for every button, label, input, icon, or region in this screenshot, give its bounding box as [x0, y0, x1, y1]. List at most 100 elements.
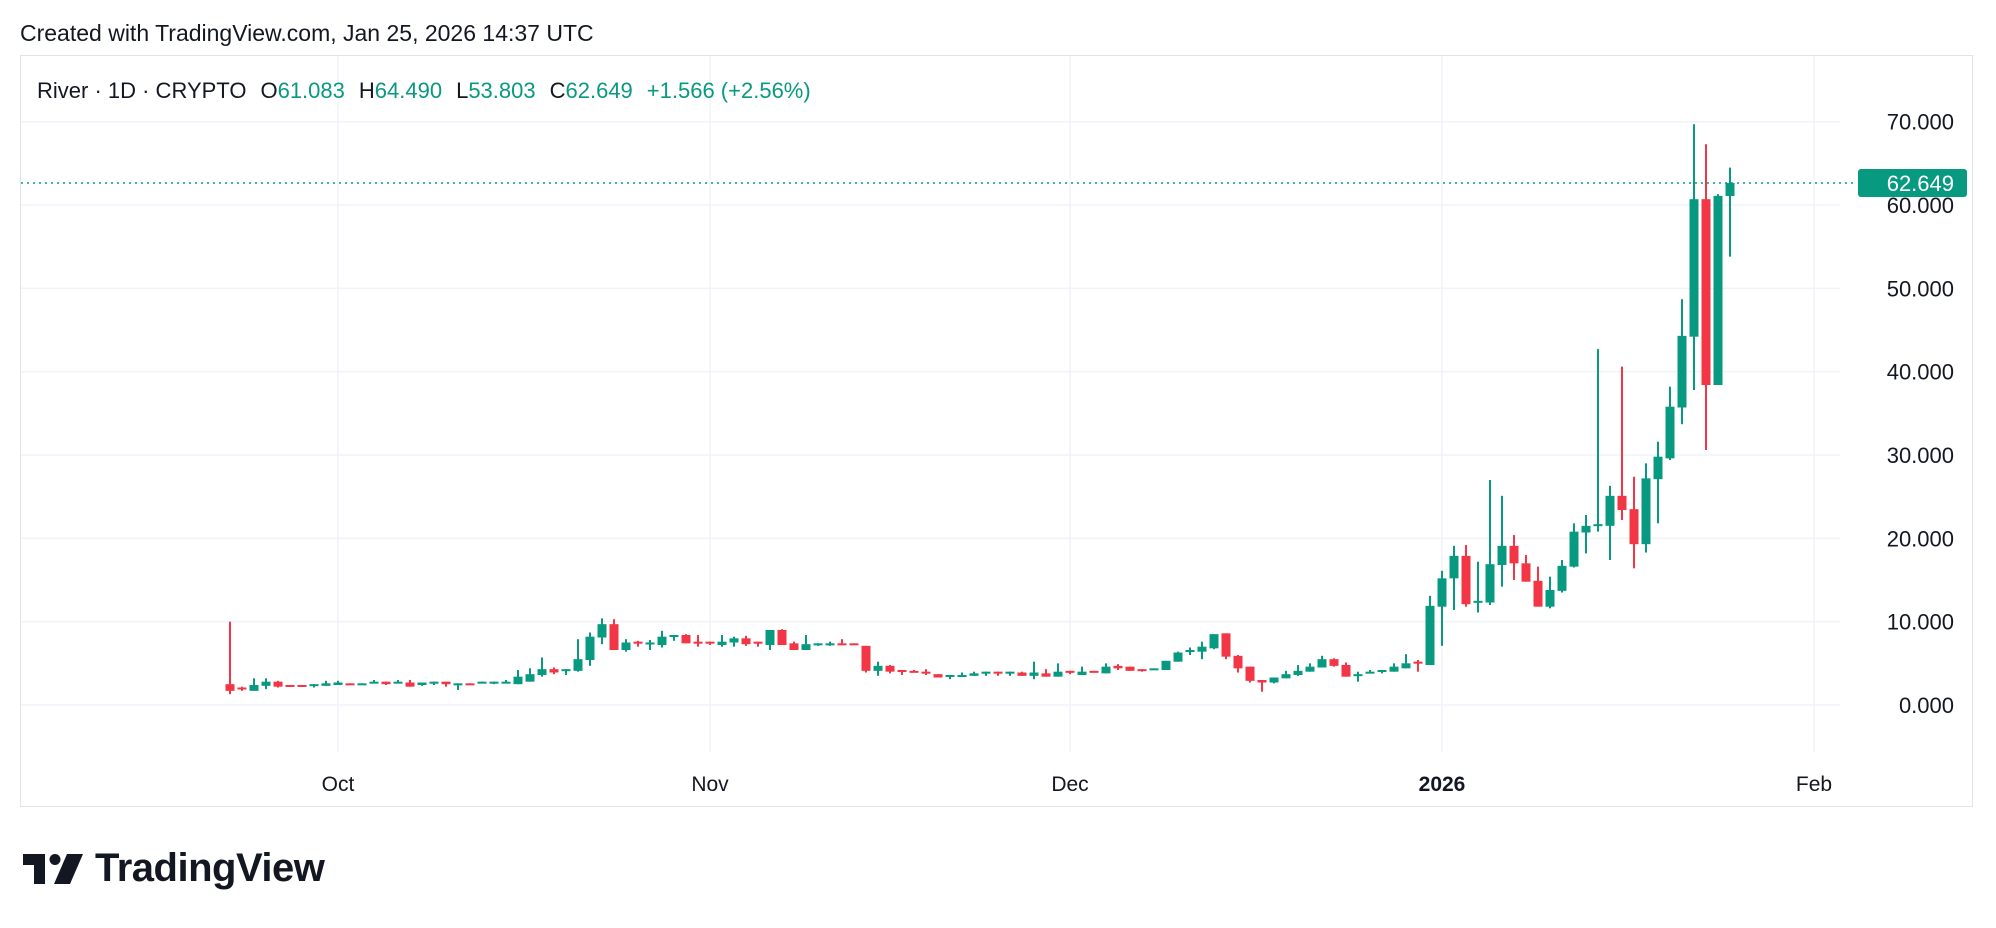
candle-up: [489, 681, 499, 685]
candle-body: [1221, 633, 1231, 657]
candle-body: [669, 635, 679, 638]
candle-up: [1377, 670, 1387, 674]
candle-body: [1281, 674, 1291, 679]
candle-down: [405, 680, 415, 687]
candle-body: [357, 683, 367, 686]
candle-body: [1029, 672, 1039, 676]
candle-down: [933, 674, 943, 678]
candle-up: [261, 678, 271, 690]
candle-up: [477, 681, 487, 684]
candle-up: [1317, 655, 1327, 668]
last-price-badge: [1858, 168, 1967, 197]
candle-down: [1509, 535, 1519, 581]
candle-up: [249, 678, 259, 691]
candle-up: [873, 661, 883, 676]
candle-down: [1617, 366, 1627, 521]
candle-body: [441, 681, 451, 685]
candle-up: [1593, 349, 1603, 532]
price-axis: 0.000 10.000 20.000 30.000 40.000 50.000 60.00…: [1887, 110, 1954, 718]
candle-up: [1149, 668, 1159, 671]
candle-down: [273, 680, 283, 688]
ohlc-legend: River · 1D · CRYPTO O61.083 H64.490 L53.803…: [37, 78, 825, 104]
candle-up: [1713, 194, 1723, 386]
candle-body: [933, 674, 943, 678]
candle-body: [369, 681, 379, 684]
candle-up: [1653, 441, 1663, 524]
high-label: H: [358, 78, 375, 103]
candle-body: [1389, 666, 1399, 672]
candle-up: [561, 669, 571, 676]
candle-body: [1473, 600, 1483, 603]
candle-body: [477, 681, 487, 684]
candle-body: [1665, 406, 1675, 459]
candle-down: [837, 639, 847, 646]
candle-down: [1233, 655, 1243, 673]
candle-body: [1329, 659, 1339, 666]
change-value: +1.566 (+2.56%): [646, 78, 811, 103]
low-value: 53.803: [468, 78, 536, 103]
candle-up: [1209, 634, 1219, 650]
candle-up: [1437, 570, 1447, 646]
candle-body: [609, 624, 619, 651]
candle-body: [1269, 677, 1279, 683]
candle-up: [537, 657, 547, 677]
candle-body: [789, 643, 799, 651]
tradingview-logo[interactable]: TradingView: [23, 846, 325, 891]
candle-up: [525, 668, 535, 682]
candle-up: [393, 680, 403, 684]
candle-body: [225, 684, 235, 691]
candle-up: [669, 635, 679, 641]
candle-down: [993, 671, 1003, 676]
candle-up: [573, 639, 583, 672]
tradingview-logo-icon: [23, 853, 83, 884]
candle-down: [441, 681, 451, 687]
candle-body: [861, 645, 871, 671]
candle-body: [465, 683, 475, 686]
candle-up: [1185, 647, 1195, 656]
candle-up: [585, 632, 595, 666]
candle-down: [1629, 476, 1639, 569]
x-tick-label: Oct: [322, 773, 355, 796]
candle-body: [381, 681, 391, 685]
candle-body: [717, 641, 727, 646]
candle-body: [909, 670, 919, 673]
high-value: 64.490: [374, 78, 443, 103]
candle-body: [1497, 545, 1507, 566]
grid-lines: [21, 56, 1840, 752]
candle-up: [1485, 480, 1495, 606]
candle-body: [405, 682, 415, 687]
candle-body: [237, 687, 247, 690]
x-tick-label: Feb: [1796, 773, 1832, 796]
candle-body: [1077, 671, 1087, 676]
candle-up: [729, 636, 739, 647]
y-tick-label: 20.000: [1887, 526, 1954, 551]
candle-body: [1593, 524, 1603, 527]
candle-body: [621, 642, 631, 651]
candle-body: [417, 682, 427, 686]
candle-up: [513, 670, 523, 685]
candle-body: [1089, 670, 1099, 673]
last-price-marker: 62.649: [21, 168, 1967, 197]
candle-body: [1677, 335, 1687, 408]
candle-up: [957, 672, 967, 678]
candle-body: [1101, 666, 1111, 674]
candle-up: [1293, 665, 1303, 676]
candle-down: [465, 683, 475, 686]
candle-body: [1173, 652, 1183, 662]
candle-body: [1437, 578, 1447, 607]
candle-down: [1701, 144, 1711, 451]
candle-up: [1401, 654, 1411, 669]
candle-down: [1041, 669, 1051, 677]
open-value: 61.083: [277, 78, 345, 103]
candle-up: [1305, 663, 1315, 672]
candle-body: [1653, 456, 1663, 480]
candle-body: [1425, 605, 1435, 666]
candle-up: [657, 630, 667, 648]
close-value: 62.649: [565, 78, 633, 103]
candle-down: [849, 643, 859, 646]
candle-down: [1341, 662, 1351, 677]
candle-body: [453, 683, 463, 686]
candle-body: [1617, 495, 1627, 511]
y-tick-label: 70.000: [1887, 110, 1954, 135]
